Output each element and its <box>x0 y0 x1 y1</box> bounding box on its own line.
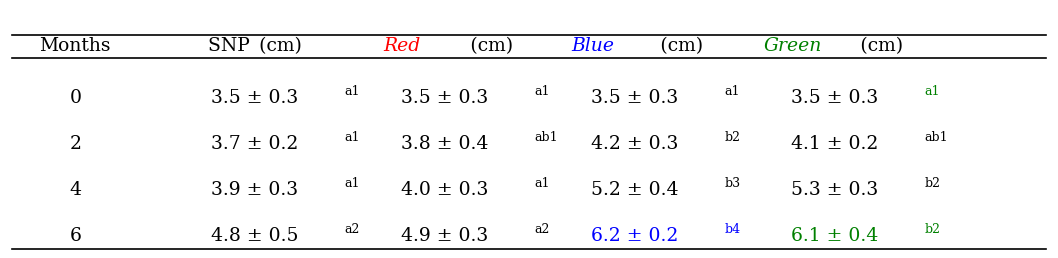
Text: 2: 2 <box>69 135 81 153</box>
Text: SNP (cm): SNP (cm) <box>207 37 302 55</box>
Text: 3.5 ± 0.3: 3.5 ± 0.3 <box>591 89 678 107</box>
Text: 4.0 ± 0.3: 4.0 ± 0.3 <box>401 181 489 199</box>
Text: a1: a1 <box>344 177 360 190</box>
Text: 3.5 ± 0.3: 3.5 ± 0.3 <box>791 89 878 107</box>
Text: b2: b2 <box>725 131 741 144</box>
Text: 4.1 ± 0.2: 4.1 ± 0.2 <box>791 135 879 153</box>
Text: 4: 4 <box>69 181 81 199</box>
Text: a1: a1 <box>534 177 550 190</box>
Text: b2: b2 <box>925 177 941 190</box>
Text: a1: a1 <box>725 85 740 98</box>
Text: ab1: ab1 <box>925 131 948 144</box>
Text: 3.7 ± 0.2: 3.7 ± 0.2 <box>211 135 298 153</box>
Text: ab1: ab1 <box>534 131 558 144</box>
Text: 3.5 ± 0.3: 3.5 ± 0.3 <box>211 89 298 107</box>
Text: b2: b2 <box>925 223 941 236</box>
Text: 5.2 ± 0.4: 5.2 ± 0.4 <box>590 181 678 199</box>
Text: 4.8 ± 0.5: 4.8 ± 0.5 <box>211 227 298 245</box>
Text: 4.2 ± 0.3: 4.2 ± 0.3 <box>590 135 678 153</box>
Text: 3.9 ± 0.3: 3.9 ± 0.3 <box>212 181 298 199</box>
Text: (cm): (cm) <box>851 37 904 55</box>
Text: Green: Green <box>764 37 822 55</box>
Text: Red: Red <box>384 37 421 55</box>
Text: a2: a2 <box>344 223 360 236</box>
Text: 6.2 ± 0.2: 6.2 ± 0.2 <box>590 227 678 245</box>
Text: 4.9 ± 0.3: 4.9 ± 0.3 <box>401 227 488 245</box>
Text: 6: 6 <box>70 227 81 245</box>
Text: a1: a1 <box>925 85 941 98</box>
Text: 6.1 ± 0.4: 6.1 ± 0.4 <box>791 227 878 245</box>
Text: 3.5 ± 0.3: 3.5 ± 0.3 <box>401 89 488 107</box>
Text: a2: a2 <box>534 223 550 236</box>
Text: b4: b4 <box>725 223 741 236</box>
Text: (cm): (cm) <box>651 37 703 55</box>
Text: Months: Months <box>39 37 111 55</box>
Text: a1: a1 <box>344 85 360 98</box>
Text: 3.8 ± 0.4: 3.8 ± 0.4 <box>401 135 489 153</box>
Text: (cm): (cm) <box>460 37 513 55</box>
Text: b3: b3 <box>725 177 741 190</box>
Text: 5.3 ± 0.3: 5.3 ± 0.3 <box>791 181 878 199</box>
Text: a1: a1 <box>344 131 360 144</box>
Text: a1: a1 <box>534 85 550 98</box>
Text: Blue: Blue <box>571 37 614 55</box>
Text: 0: 0 <box>69 89 81 107</box>
